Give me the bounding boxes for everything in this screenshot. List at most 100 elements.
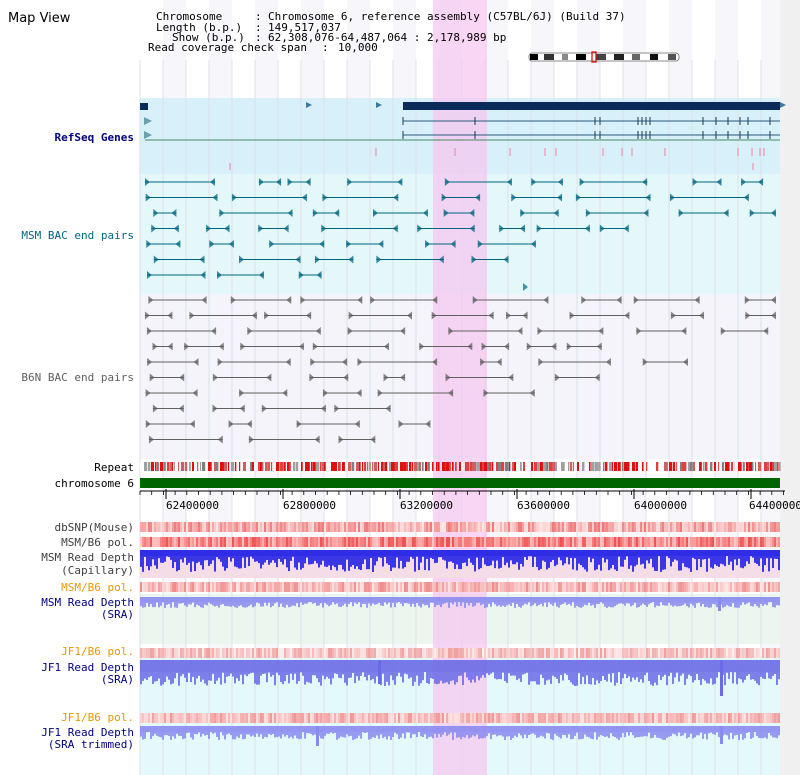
track-label-refseq[interactable]: RefSeq Genes bbox=[54, 131, 134, 144]
dbsnp-cell bbox=[306, 522, 308, 532]
jf1-b6-pol-cell bbox=[756, 648, 758, 658]
track-label-b6n-bac[interactable]: B6N BAC end pairs bbox=[21, 371, 134, 384]
jf1-b6-pol-cell bbox=[258, 648, 260, 658]
msm-b6-pol-cell bbox=[330, 537, 332, 547]
jf1-b6-pol-cell bbox=[472, 713, 474, 723]
b6n-bac-pair-end bbox=[356, 389, 362, 397]
track-label-jf1-depth-trim-1[interactable]: JF1 Read Depth bbox=[41, 726, 134, 739]
track-label-chromosome[interactable]: chromosome 6 bbox=[54, 477, 134, 490]
msm-b6-pol-cell bbox=[460, 582, 462, 592]
msm-depth-capillary-bar bbox=[386, 556, 388, 564]
msm-depth-capillary-bar bbox=[280, 556, 282, 562]
jf1-depth-trim-bar bbox=[206, 732, 208, 735]
jf1-depth-trim-bar bbox=[602, 732, 604, 737]
jf1-b6-pol-cell bbox=[682, 648, 684, 658]
gene-arrow bbox=[376, 102, 382, 108]
jf1-b6-pol-cell bbox=[378, 648, 380, 658]
repeat-block bbox=[573, 462, 575, 471]
jf1-b6-pol-cell bbox=[676, 713, 678, 723]
jf1-b6-pol-cell bbox=[198, 648, 200, 658]
show-label: Show (b.p.) bbox=[172, 31, 245, 44]
msm-depth-capillary-bar bbox=[240, 556, 242, 569]
jf1-b6-pol-cell bbox=[282, 648, 284, 658]
msm-bac-pair-end bbox=[743, 193, 749, 202]
jf1-b6-pol-cell bbox=[278, 648, 280, 658]
repeat-block bbox=[362, 462, 364, 471]
jf1-depth-sra-bar bbox=[412, 672, 414, 686]
msm-b6-pol-cell bbox=[620, 537, 622, 547]
msm-b6-pol-cell bbox=[678, 537, 680, 547]
jf1-depth-sra-bar bbox=[208, 672, 210, 681]
dbsnp-cell bbox=[634, 522, 636, 532]
msm-depth-capillary-bar bbox=[360, 556, 362, 571]
jf1-b6-pol-cell bbox=[196, 648, 198, 658]
msm-depth-sra-bar bbox=[154, 602, 156, 608]
track-label-jf1-b6-pol-1[interactable]: JF1/B6 pol. bbox=[61, 645, 134, 658]
msm-b6-pol-cell bbox=[662, 582, 664, 592]
msm-b6-pol-cell bbox=[264, 537, 266, 547]
msm-depth-capillary-bar bbox=[612, 556, 614, 565]
jf1-b6-pol-cell bbox=[244, 648, 246, 658]
b6n-bac-pair-end bbox=[148, 435, 154, 444]
repeat-block bbox=[385, 462, 388, 471]
track-label-jf1-b6-pol-2[interactable]: JF1/B6 pol. bbox=[61, 711, 134, 724]
b6n-bac-pair-end bbox=[147, 358, 153, 366]
b6n-bac-pair-end bbox=[488, 311, 494, 320]
msm-bac-pair-end bbox=[144, 178, 150, 186]
jf1-b6-pol-cell bbox=[300, 648, 302, 658]
track-label-msm-depth-sra-1[interactable]: MSM Read Depth bbox=[41, 596, 134, 609]
track-label-dbsnp[interactable]: dbSNP(Mouse) bbox=[54, 521, 134, 534]
msm-depth-capillary-bar bbox=[444, 556, 446, 561]
ideogram-band bbox=[624, 54, 632, 60]
dbsnp-cell bbox=[518, 522, 520, 532]
track-label-msm-b6-pol-1[interactable]: MSM/B6 pol. bbox=[61, 536, 134, 549]
jf1-b6-pol-cell bbox=[480, 713, 482, 723]
msm-b6-pol-cell bbox=[476, 582, 478, 592]
msm-b6-pol-cell bbox=[306, 582, 308, 592]
jf1-b6-pol-cell bbox=[522, 713, 524, 723]
jf1-b6-pol-cell bbox=[760, 713, 762, 723]
msm-b6-pol-cell bbox=[676, 537, 678, 547]
dbsnp-cell bbox=[568, 522, 570, 532]
jf1-b6-pol-cell bbox=[634, 713, 636, 723]
jf1-depth-sra-bar bbox=[354, 672, 356, 684]
jf1-b6-pol-cell bbox=[258, 713, 260, 723]
msm-depth-capillary-bar bbox=[152, 556, 154, 560]
track-label-msm-bac[interactable]: MSM BAC end pairs bbox=[21, 229, 134, 242]
repeat-block bbox=[372, 462, 374, 471]
repeat-block bbox=[654, 462, 656, 471]
msm-depth-sra-bar bbox=[144, 602, 146, 608]
track-label-msm-depth-cap-1[interactable]: MSM Read Depth bbox=[41, 551, 134, 564]
track-label-repeat[interactable]: Repeat bbox=[94, 461, 134, 474]
msm-b6-pol-cell bbox=[222, 537, 224, 547]
msm-b6-pol-cell bbox=[436, 582, 438, 592]
jf1-b6-pol-cell bbox=[590, 713, 592, 723]
msm-b6-pol-cell bbox=[760, 582, 762, 592]
repeat-block bbox=[398, 462, 402, 471]
b6n-bac-pair-end bbox=[145, 389, 151, 397]
jf1-depth-trim-bar bbox=[470, 732, 472, 738]
track-label-msm-b6-pol-2[interactable]: MSM/B6 pol. bbox=[61, 581, 134, 594]
msm-b6-pol-cell bbox=[640, 582, 642, 592]
jf1-b6-pol-cell bbox=[666, 713, 668, 723]
jf1-b6-pol-cell bbox=[320, 713, 322, 723]
msm-depth-sra-bar bbox=[246, 602, 248, 608]
track-label-jf1-depth-sra-1[interactable]: JF1 Read Depth bbox=[41, 661, 134, 674]
jf1-depth-trim-bar bbox=[278, 732, 280, 737]
msm-bac-pair-end bbox=[422, 209, 428, 217]
jf1-b6-pol-cell bbox=[572, 713, 574, 723]
jf1-b6-pol-cell bbox=[452, 648, 454, 658]
msm-depth-capillary-bar bbox=[728, 556, 730, 565]
msm-b6-pol-cell bbox=[668, 537, 670, 547]
jf1-b6-pol-cell bbox=[578, 648, 580, 658]
jf1-b6-pol-cell bbox=[270, 713, 272, 723]
axis-tick-label: 63200000 bbox=[400, 499, 453, 512]
msm-b6-pol-cell bbox=[516, 537, 518, 547]
msm-b6-pol-cell bbox=[256, 582, 258, 592]
msm-depth-sra-bar bbox=[304, 602, 306, 604]
msm-depth-sra-bar bbox=[728, 602, 730, 607]
msm-b6-pol-cell bbox=[282, 537, 284, 547]
msm-b6-pol-cell bbox=[632, 582, 634, 592]
msm-b6-pol-cell bbox=[612, 582, 614, 592]
jf1-b6-pol-cell bbox=[688, 648, 690, 658]
